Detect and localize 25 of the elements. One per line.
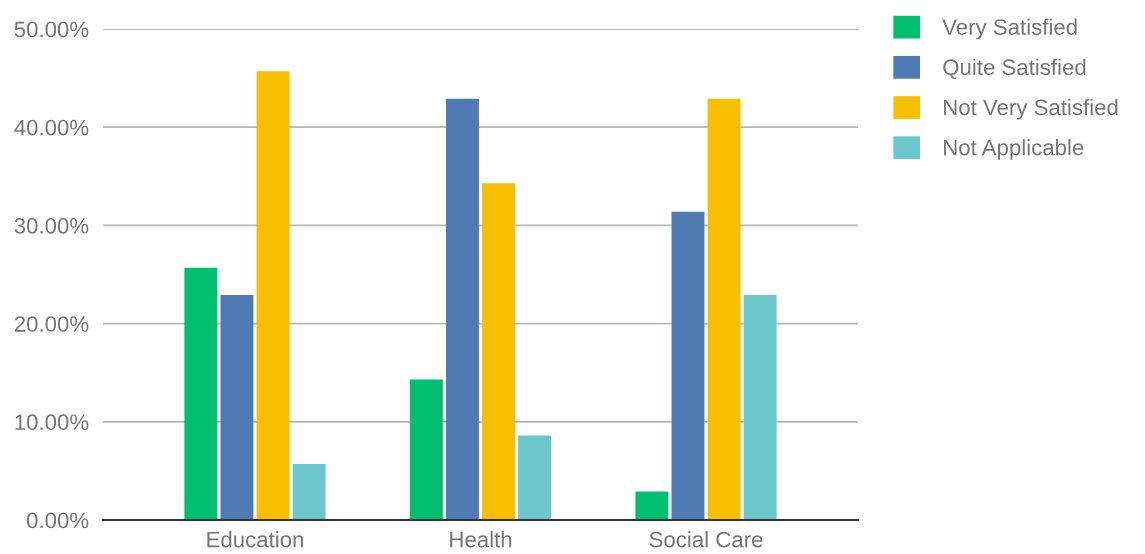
x-tick-label: Social Care	[649, 531, 763, 548]
y-tick-label: 30.00%	[14, 217, 89, 234]
legend-label: Very Satisfied	[942, 18, 1077, 40]
y-tick-label: 0.00%	[26, 512, 89, 529]
bar	[220, 295, 254, 520]
bar	[292, 464, 326, 520]
bar	[707, 98, 741, 520]
y-tick-label: 40.00%	[14, 119, 89, 136]
bar	[482, 183, 515, 520]
bar	[184, 267, 218, 520]
legend-label: Not Applicable	[944, 139, 1084, 160]
bar	[446, 98, 479, 520]
legend-label: Quite Satisfied	[943, 58, 1086, 80]
y-tick-label: 50.00%	[14, 21, 89, 38]
bar	[409, 379, 443, 520]
bar	[635, 491, 669, 520]
legend-label: Not Very Satisfied	[944, 98, 1118, 120]
x-tick-label: Health	[450, 531, 512, 548]
bar	[671, 211, 705, 520]
bar	[743, 295, 777, 520]
y-tick-label: 10.00%	[15, 414, 89, 431]
x-tick-label: Education	[207, 531, 303, 548]
bar	[518, 435, 552, 520]
bar	[256, 71, 290, 520]
y-tick-label: 20.00%	[14, 316, 89, 332]
